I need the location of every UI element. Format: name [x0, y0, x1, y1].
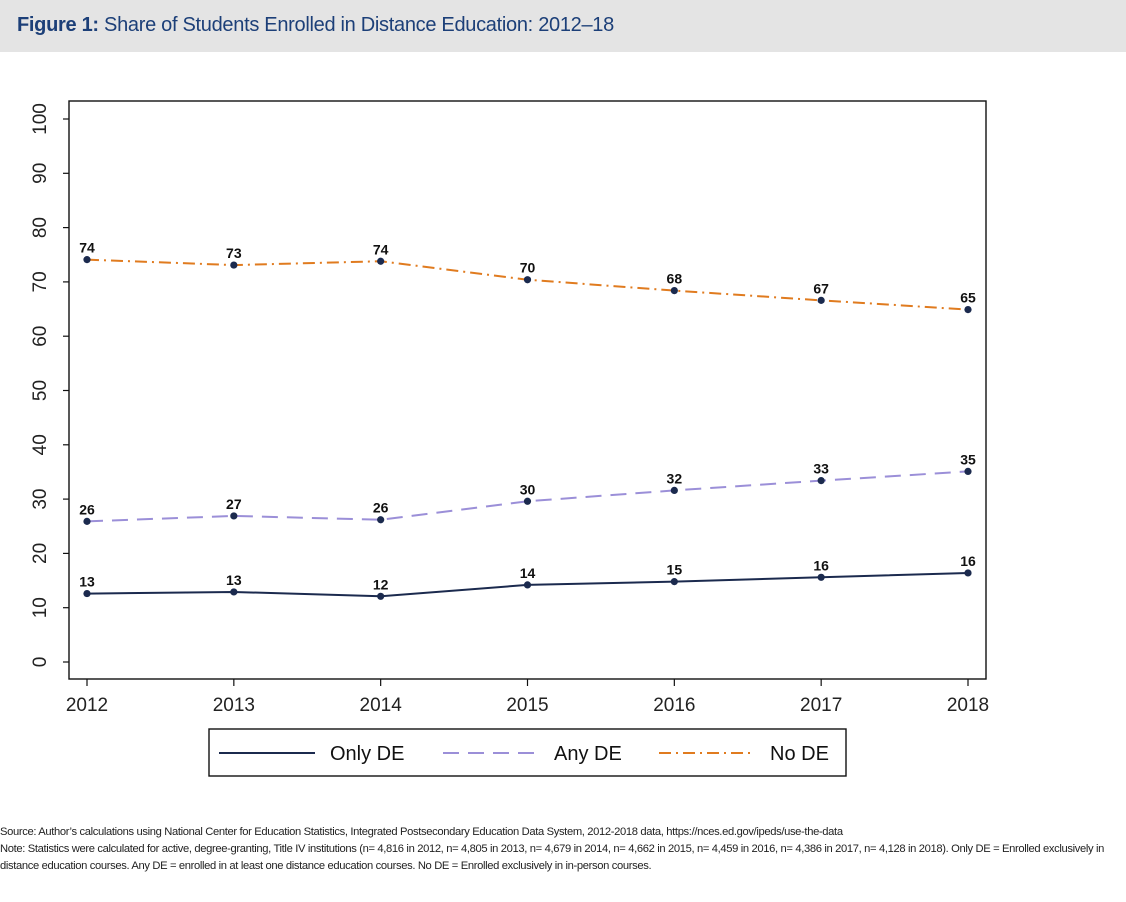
x-tick-label: 2016 — [653, 695, 695, 716]
only-de-point — [523, 581, 532, 589]
y-tick-label: 0 — [30, 657, 51, 668]
y-tick-label: 40 — [30, 434, 51, 455]
y-tick-label: 20 — [30, 543, 51, 564]
y-tick-label: 100 — [30, 103, 51, 135]
figure-notes: Source: Author’s calculations using Nati… — [0, 824, 1120, 875]
no-de-point — [377, 257, 385, 265]
only-de-point — [964, 569, 972, 577]
y-tick-label: 50 — [30, 380, 51, 401]
any-de-data-label: 27 — [226, 496, 242, 512]
only-de-data-label: 16 — [960, 553, 976, 569]
y-tick-label: 60 — [30, 326, 51, 347]
no-de-data-label: 65 — [960, 290, 976, 306]
legend-label-no-de: No DE — [770, 743, 829, 765]
any-de-point — [523, 497, 532, 505]
only-de-data-label: 13 — [79, 574, 95, 590]
no-de-point — [670, 286, 678, 295]
only-de-point — [83, 589, 91, 598]
any-de-data-label: 30 — [520, 481, 536, 497]
no-de-point — [964, 305, 972, 314]
no-de-point — [817, 296, 825, 304]
x-tick-label: 2013 — [213, 695, 255, 716]
any-de-data-label: 26 — [373, 500, 389, 516]
any-de-data-label: 32 — [667, 470, 683, 486]
any-de-point — [377, 516, 385, 524]
y-tick-label: 30 — [30, 489, 51, 510]
no-de-data-label: 68 — [667, 271, 683, 287]
only-de-data-label: 12 — [373, 576, 389, 592]
any-de-data-label: 35 — [960, 451, 976, 467]
only-de-point — [817, 573, 825, 581]
any-de-point — [670, 486, 678, 495]
figure-label: Figure 1: — [17, 14, 99, 36]
source-note: Source: Author’s calculations using Nati… — [0, 826, 843, 838]
any-de-data-label: 26 — [79, 501, 95, 517]
x-tick-label: 2015 — [506, 695, 548, 716]
any-de-point — [817, 477, 825, 485]
no-de-data-label: 74 — [373, 241, 389, 257]
any-de-point — [83, 517, 91, 525]
title-bar: Figure 1: Share of Students Enrolled in … — [0, 0, 1126, 52]
x-tick-label: 2017 — [800, 695, 842, 716]
y-tick-label: 90 — [30, 163, 51, 184]
no-de-point — [83, 256, 91, 264]
x-tick-label: 2012 — [66, 695, 108, 716]
legend-label-only-de: Only DE — [330, 743, 404, 765]
only-de-point — [377, 592, 385, 600]
no-de-data-label: 67 — [813, 280, 829, 296]
no-de-point — [523, 276, 532, 284]
any-de-data-label: 33 — [813, 461, 829, 477]
only-de-data-label: 13 — [226, 572, 242, 588]
only-de-data-label: 16 — [813, 557, 829, 573]
figure-title-text: Share of Students Enrolled in Distance E… — [104, 14, 614, 36]
legend-label-any-de: Any DE — [554, 743, 622, 765]
no-de-point — [230, 261, 238, 269]
only-de-data-label: 15 — [667, 562, 683, 578]
no-de-data-label: 70 — [520, 260, 536, 276]
no-de-data-label: 73 — [226, 245, 242, 261]
any-de-point — [230, 512, 238, 520]
only-de-point — [670, 578, 678, 586]
methodology-note: Note: Statistics were calculated for act… — [0, 843, 1105, 872]
only-de-point — [230, 588, 238, 596]
y-tick-label: 10 — [30, 597, 51, 618]
x-tick-label: 2018 — [947, 695, 989, 716]
figure-title: Figure 1: Share of Students Enrolled in … — [17, 14, 614, 37]
no-de-data-label: 74 — [79, 240, 95, 256]
only-de-data-label: 14 — [520, 565, 536, 581]
x-tick-label: 2014 — [360, 695, 403, 716]
any-de-point — [964, 467, 972, 476]
line-chart: 0 10 20 30 40 50 60 70 80 90 100 2012 2013 2014 2015 20… — [30, 100, 989, 777]
y-tick-label: 70 — [30, 271, 51, 292]
y-tick-label: 80 — [30, 217, 51, 238]
